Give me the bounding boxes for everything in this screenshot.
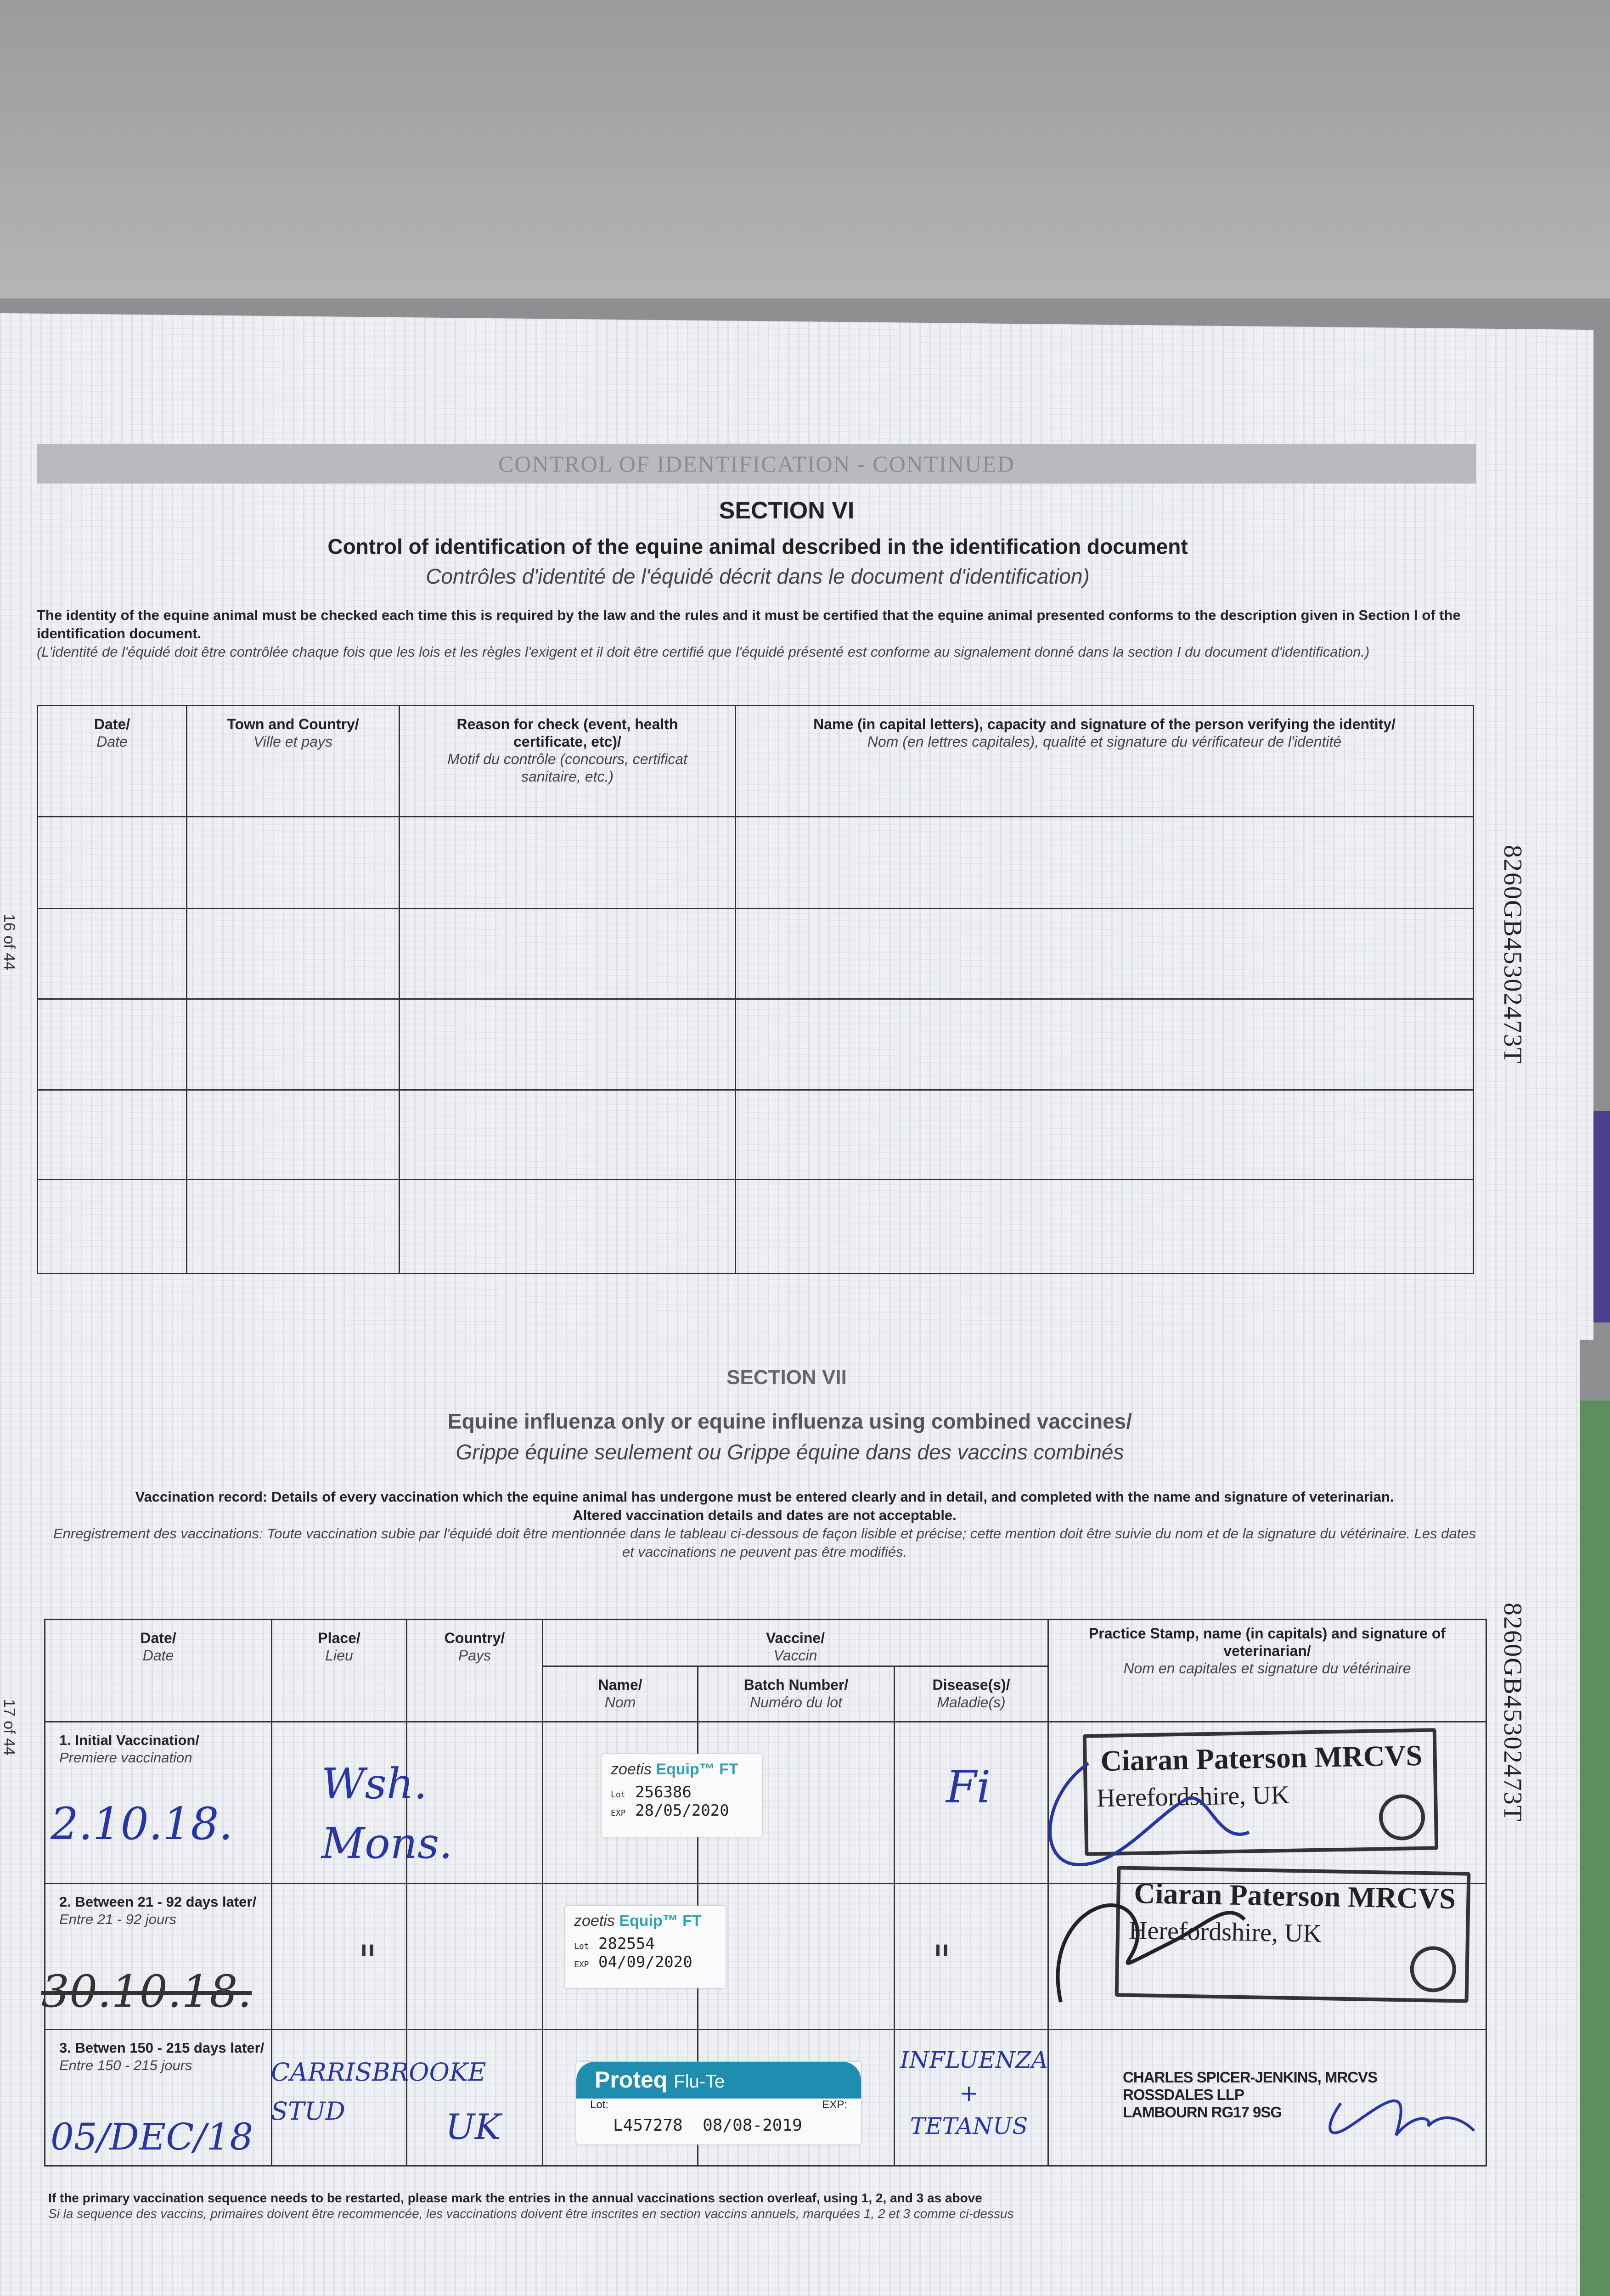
row3-date: 05/DEC/18	[51, 2116, 253, 2158]
table-header: Date/Date Place/Lieu Country/Pays Vaccin…	[44, 1619, 1487, 1722]
section-title-fr: Contrôles d'identité de l'équidé décrit …	[426, 564, 1090, 588]
tab-divider	[1580, 1401, 1610, 2296]
table-row	[37, 1089, 1474, 1180]
scanner-background	[0, 0, 1610, 298]
footnote: If the primary vaccination sequence need…	[48, 2191, 1014, 2221]
header-verifier: Name (in capital letters), capacity and …	[735, 705, 1474, 817]
row1-place: Wsh. Mons.	[321, 1759, 453, 1868]
table-row	[37, 1179, 1474, 1274]
table-row	[37, 908, 1474, 1000]
document-id: 8260GB45302473T	[1498, 845, 1527, 1064]
section-title-fr: Grippe équine seulement ou Grippe équine…	[456, 1440, 1124, 1464]
document-id: 8260GB45302473T	[1498, 1603, 1527, 1822]
vaccine-label: Proteq Flu-Te Lot: EXP: L457278 08/08-201…	[576, 2062, 861, 2144]
table-header: Date/Date Town and Country/Ville et pays…	[37, 705, 1474, 817]
header-town-country: Town and Country/Ville et pays	[186, 705, 400, 817]
page-number: 17 of 44	[0, 1699, 18, 1756]
vet-signature	[1329, 2099, 1475, 2136]
row3-country: UK	[445, 2106, 501, 2147]
identity-check-table: Date/Date Town and Country/Ville et pays…	[37, 705, 1474, 1274]
section-heading: SECTION VII	[726, 1366, 847, 1389]
section-band: CONTROL OF IDENTIFICATION - CONTINUED	[37, 444, 1476, 484]
vet-details: CHARLES SPICER-JENKINS, MRCVS ROSSDALES …	[1123, 2069, 1378, 2121]
row2-place: "	[358, 1936, 377, 1985]
vaccine-label: zoetis Equip™ FT Lot 282554 EXP 04/09/20…	[565, 1906, 726, 1988]
row3-disease: INFLUENZA + TETANUS	[900, 2047, 1048, 2139]
section-title: Control of identification of the equine …	[327, 535, 1188, 558]
table-row	[37, 816, 1474, 909]
intro-fr: (L'identité de l'équidé doit être contrô…	[37, 644, 1370, 660]
vet-signature	[1048, 1762, 1250, 2003]
table-row	[37, 998, 1474, 1091]
header-reason: Reason for check (event, health certific…	[399, 705, 736, 817]
table-row: 3. Betwen 150 - 215 days later/Entre 150…	[44, 2029, 1487, 2167]
row1-disease: Fi	[946, 1761, 991, 1813]
intro-en: The identity of the equine animal must b…	[37, 607, 1461, 642]
page-number: 16 of 44	[0, 914, 18, 970]
row2-disease: "	[932, 1936, 951, 1985]
section-heading: SECTION VI	[719, 497, 855, 524]
intro-text: Vaccination record: Details of every vac…	[53, 1489, 1476, 1560]
header-date: Date/Date	[37, 705, 187, 817]
section-title: Equine influenza only or equine influenz…	[447, 1409, 1132, 1433]
vaccination-table: Date/Date Place/Lieu Country/Pays Vaccin…	[44, 1619, 1487, 2167]
row2-date: 30.10.18.	[41, 1966, 252, 2017]
intro-text: The identity of the equine animal must b…	[37, 606, 1474, 661]
row3-place: CARRISBROOKE STUD	[271, 2058, 486, 2126]
row1-date: 2.10.18.	[51, 1798, 233, 1850]
vaccine-label: zoetis Equip™ FT Lot 256386 EXP 28/05/20…	[602, 1754, 762, 1837]
